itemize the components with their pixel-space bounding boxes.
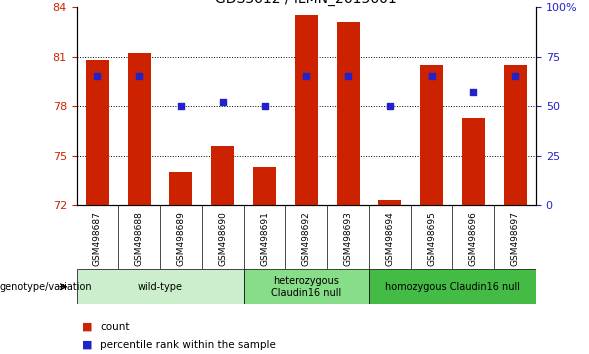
Text: wild-type: wild-type (138, 282, 183, 292)
Text: GSM498690: GSM498690 (219, 211, 227, 266)
Bar (294, 15, 318, 205)
Text: GSM498692: GSM498692 (302, 211, 311, 266)
Bar (77, 269, 244, 304)
Text: GSM498694: GSM498694 (385, 211, 394, 266)
Point (302, 74, 311, 79)
Text: ■: ■ (82, 340, 93, 350)
Bar (86, 60, 109, 205)
Bar (253, 167, 276, 205)
Bar (211, 146, 234, 205)
Text: GSM498693: GSM498693 (343, 211, 353, 266)
Point (176, 103, 186, 109)
Text: GSM498687: GSM498687 (93, 211, 102, 266)
Point (218, 99, 227, 105)
Point (134, 74, 144, 79)
Text: percentile rank within the sample: percentile rank within the sample (100, 340, 276, 350)
Bar (128, 53, 151, 205)
Point (385, 103, 395, 109)
Text: GSM498691: GSM498691 (260, 211, 269, 266)
Bar (369, 269, 536, 304)
Bar (420, 65, 443, 205)
Text: genotype/variation: genotype/variation (0, 282, 92, 292)
Text: count: count (100, 322, 130, 332)
Text: GSM498688: GSM498688 (135, 211, 144, 266)
Point (469, 90, 478, 95)
Bar (504, 65, 527, 205)
Bar (170, 172, 193, 205)
Bar (462, 118, 485, 205)
Text: heterozygous
Claudin16 null: heterozygous Claudin16 null (271, 276, 342, 298)
Text: homozygous Claudin16 null: homozygous Claudin16 null (385, 282, 520, 292)
Text: GSM498697: GSM498697 (511, 211, 519, 266)
Text: GSM498695: GSM498695 (427, 211, 436, 266)
Point (92, 74, 102, 79)
Point (343, 74, 353, 79)
Text: GSM498689: GSM498689 (177, 211, 186, 266)
Text: GSM498696: GSM498696 (469, 211, 478, 266)
Bar (336, 22, 359, 205)
Bar (378, 200, 401, 205)
Point (511, 74, 520, 79)
Text: ■: ■ (82, 322, 93, 332)
Point (427, 74, 436, 79)
Point (260, 103, 269, 109)
Title: GDS3612 / ILMN_2615601: GDS3612 / ILMN_2615601 (216, 0, 397, 6)
Bar (244, 269, 369, 304)
